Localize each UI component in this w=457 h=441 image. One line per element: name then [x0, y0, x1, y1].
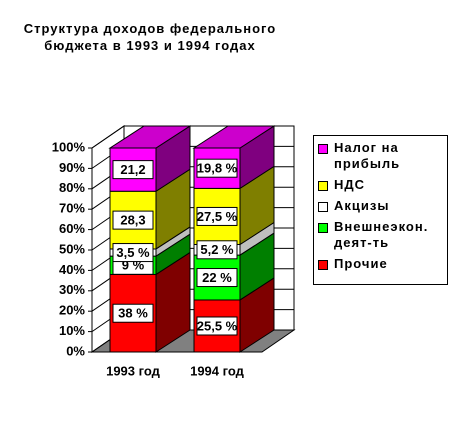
x-tick-label: 1994 год [190, 363, 245, 378]
legend-label: Прочие [334, 256, 388, 271]
value-label: 5,2 % [200, 242, 234, 257]
y-tick-label: 80% [59, 180, 85, 195]
legend-item: Акцизы [318, 198, 443, 214]
y-tick-label: 0% [66, 343, 85, 358]
chart-title: Структура доходов федерального бюджета в… [23, 21, 277, 53]
value-label: 38 % [118, 306, 148, 321]
legend: Налог на прибыль НДС Акцизы Внешнеэкон. дея… [313, 135, 448, 285]
y-tick-label: 10% [59, 323, 85, 338]
value-label: 3,5 % [116, 245, 150, 260]
value-label: 28,3 [120, 213, 145, 228]
value-label-box [196, 158, 238, 178]
value-label: 22 % [202, 270, 232, 285]
y-tick-label: 70% [59, 201, 85, 216]
legend-swatch [318, 223, 328, 233]
legend-label: НДС [334, 177, 366, 192]
y-tick-label: 30% [59, 282, 85, 297]
y-tick-label: 50% [59, 241, 85, 256]
y-tick-label: 100% [52, 139, 86, 154]
legend-label: Налог на прибыль [334, 140, 401, 171]
legend-item: Налог на прибыль [318, 140, 443, 172]
legend-item: Прочие [318, 256, 443, 272]
legend-swatch [318, 260, 328, 270]
legend-swatch [318, 181, 328, 191]
value-label-box [112, 210, 154, 230]
x-tick-label: 1993 год [106, 363, 161, 378]
legend-swatch [318, 144, 328, 154]
value-label: 21,2 [120, 162, 145, 177]
value-label-box [196, 316, 238, 336]
value-label: 19,8 % [197, 161, 238, 176]
y-tick-label: 90% [59, 160, 85, 175]
value-label-box [196, 240, 238, 260]
value-label: 25,5 % [197, 318, 238, 333]
value-label-box [196, 268, 238, 288]
legend-label: Акцизы [334, 198, 390, 213]
bar-top [192, 125, 276, 149]
value-label-box [112, 303, 154, 323]
y-tick-label: 40% [59, 262, 85, 277]
bar-top [108, 125, 192, 149]
y-tick-label: 60% [59, 221, 85, 236]
legend-item: НДС [318, 177, 443, 193]
legend-item: Внешнеэкон. деят-ть [318, 219, 443, 251]
legend-swatch [318, 202, 328, 212]
value-label-box [196, 206, 238, 226]
value-label: 27,5 % [197, 209, 238, 224]
value-label-box [112, 243, 154, 263]
legend-label: Внешнеэкон. деят-ть [334, 219, 429, 250]
value-label-box [112, 160, 154, 180]
y-tick-label: 20% [59, 303, 85, 318]
